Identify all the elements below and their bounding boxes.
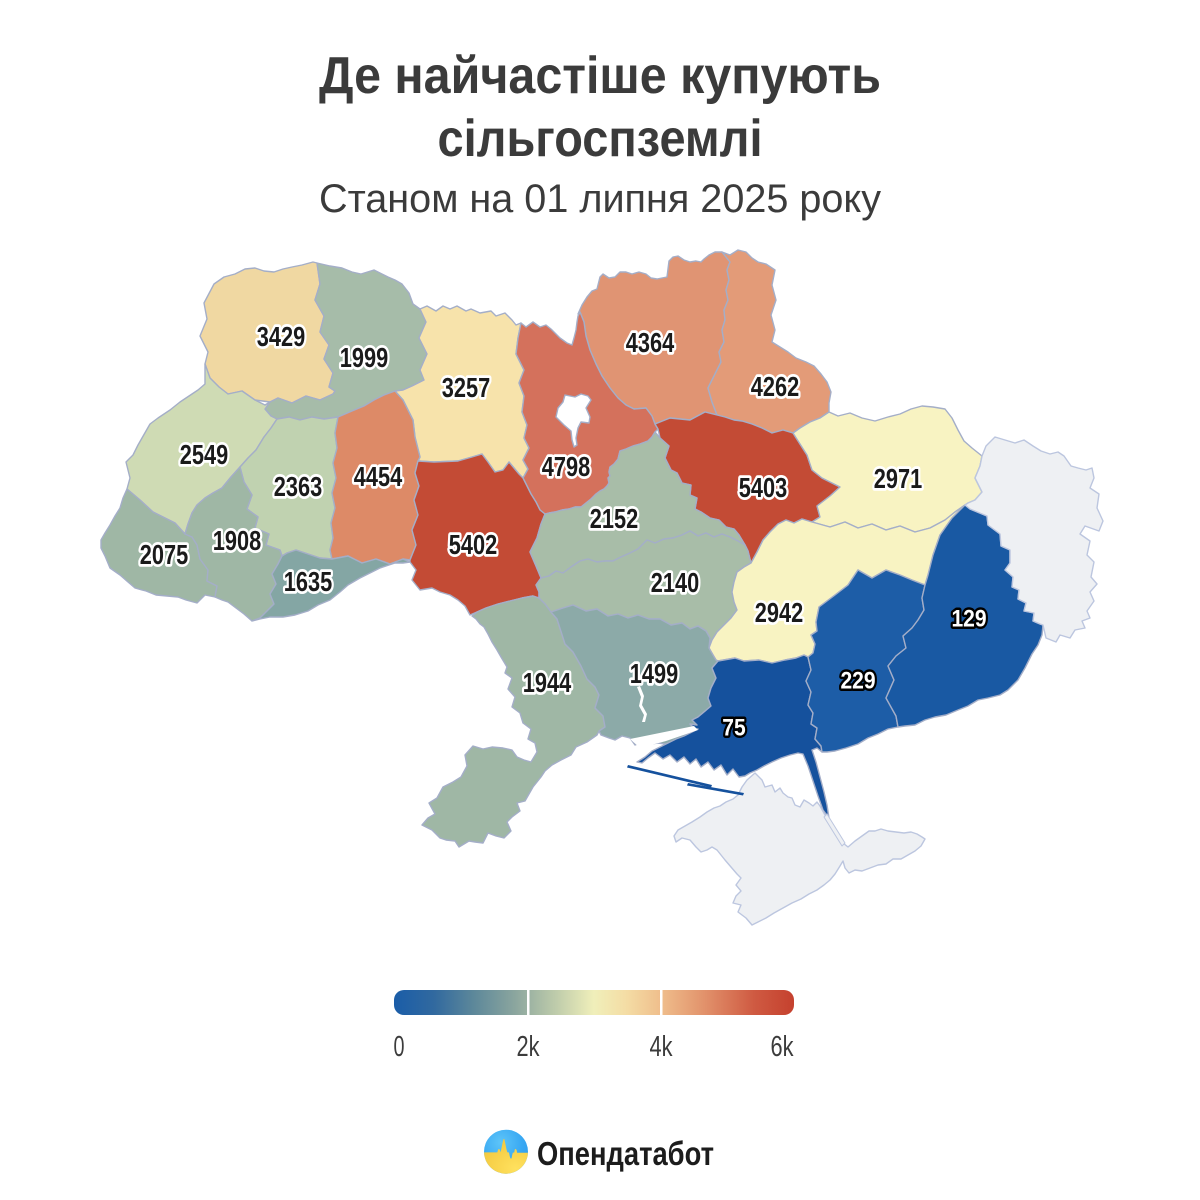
svg-text:4k: 4k [650, 1031, 673, 1063]
svg-text:1944: 1944 [523, 667, 572, 698]
svg-text:2k: 2k [517, 1031, 540, 1063]
svg-text:2140: 2140 [651, 567, 699, 598]
svg-text:6k: 6k [771, 1031, 794, 1063]
svg-text:4454: 4454 [354, 461, 403, 492]
svg-text:2363: 2363 [274, 471, 322, 502]
svg-text:229: 229 [840, 668, 875, 695]
svg-text:4262: 4262 [751, 371, 799, 402]
svg-text:2549: 2549 [180, 439, 228, 470]
svg-text:3429: 3429 [257, 321, 305, 352]
svg-text:2152: 2152 [590, 503, 638, 534]
svg-text:75: 75 [722, 715, 745, 742]
svg-text:2075: 2075 [140, 539, 188, 570]
svg-text:0: 0 [394, 1031, 405, 1063]
svg-text:5403: 5403 [739, 472, 787, 503]
svg-text:Опендатабот: Опендатабот [537, 1135, 714, 1172]
svg-text:1999: 1999 [340, 342, 388, 373]
svg-text:2942: 2942 [755, 597, 803, 628]
svg-text:сільгоспземлі: сільгоспземлі [438, 110, 763, 168]
svg-text:129: 129 [951, 606, 986, 633]
svg-text:5402: 5402 [449, 529, 497, 560]
svg-text:2971: 2971 [874, 463, 922, 494]
svg-text:1908: 1908 [213, 525, 261, 556]
svg-text:4798: 4798 [542, 451, 590, 482]
svg-text:Де найчастіше купують: Де найчастіше купують [319, 47, 881, 105]
svg-text:3257: 3257 [442, 372, 490, 403]
svg-text:4364: 4364 [626, 327, 675, 358]
svg-text:1499: 1499 [630, 658, 678, 689]
svg-text:1635: 1635 [284, 566, 332, 597]
svg-text:Станом на 01 липня 2025 року: Станом на 01 липня 2025 року [319, 177, 881, 221]
